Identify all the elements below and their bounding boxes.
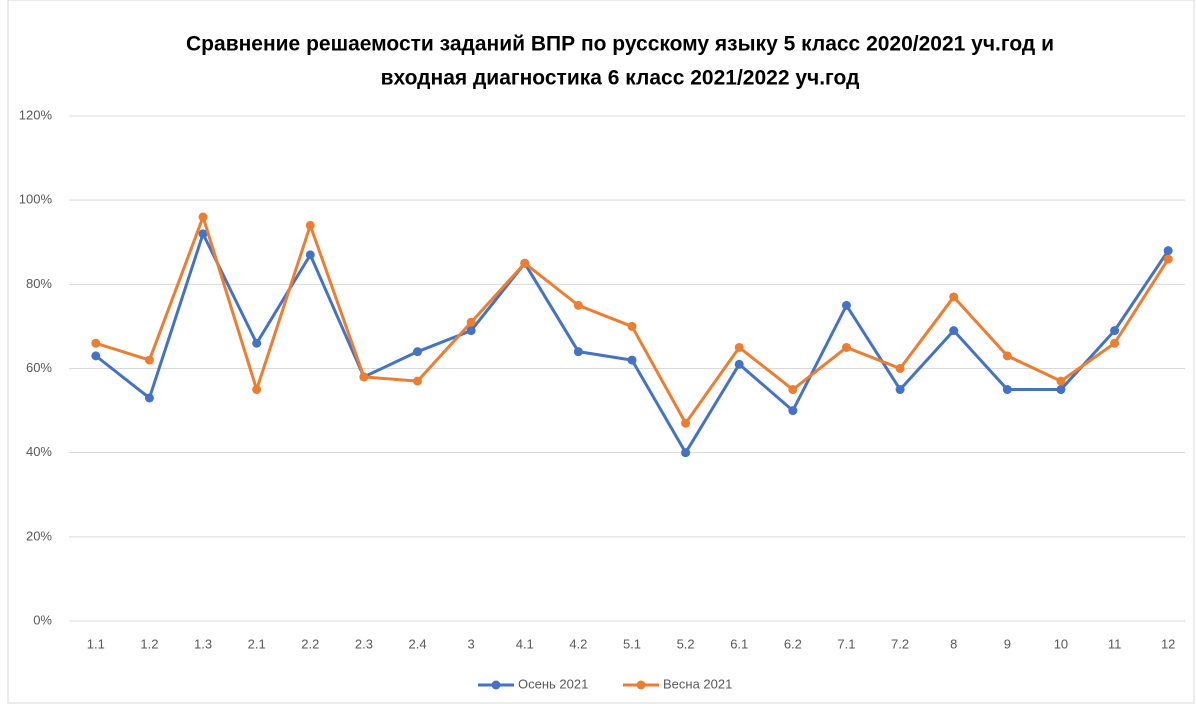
y-tick-label: 60% (26, 360, 52, 375)
x-tick-label: 4.2 (569, 636, 587, 651)
x-tick-label: 1.1 (87, 636, 105, 651)
x-tick-label: 6.1 (730, 636, 748, 651)
data-point (1110, 326, 1120, 336)
y-tick-label: 0% (33, 612, 52, 627)
data-point (1056, 385, 1066, 395)
data-point (681, 418, 691, 428)
x-tick-label: 11 (1108, 636, 1122, 651)
data-point (627, 355, 637, 365)
data-point (895, 385, 905, 395)
data-point (734, 342, 744, 352)
data-point (520, 258, 530, 268)
data-point (841, 342, 851, 352)
data-point (198, 229, 208, 239)
y-tick-label: 40% (26, 444, 52, 459)
data-point (627, 321, 637, 331)
x-tick-label: 2.3 (355, 636, 373, 651)
data-point (252, 385, 262, 395)
data-point (895, 364, 905, 373)
data-point (788, 406, 798, 416)
x-tick-label: 7.1 (837, 636, 855, 651)
data-point (681, 448, 691, 458)
y-tick-label: 100% (19, 192, 53, 207)
legend-marker (636, 680, 646, 690)
y-tick-label: 120% (19, 107, 53, 122)
data-point (305, 220, 315, 230)
data-point (198, 212, 208, 222)
x-tick-label: 5.2 (677, 636, 695, 651)
chart-frame (7, 0, 1195, 704)
data-point (91, 338, 101, 348)
x-tick-label: 2.4 (408, 636, 426, 651)
data-point (1163, 254, 1173, 264)
data-point (1163, 246, 1173, 256)
data-point (1110, 338, 1120, 348)
x-tick-label: 12 (1161, 636, 1175, 651)
data-point (1002, 385, 1012, 395)
y-tick-label: 20% (26, 528, 52, 543)
x-tick-label: 5.1 (623, 636, 641, 651)
data-point (841, 300, 851, 310)
x-tick-label: 3 (468, 636, 475, 651)
legend-label: Осень 2021 (518, 676, 588, 691)
data-point (573, 300, 583, 310)
data-point (573, 347, 583, 357)
data-point (788, 385, 798, 395)
x-tick-label: 1.3 (194, 636, 212, 651)
x-tick-label: 9 (1004, 636, 1011, 651)
x-tick-label: 7.2 (891, 636, 909, 651)
x-tick-label: 6.2 (784, 636, 802, 651)
data-point (91, 351, 101, 361)
x-tick-label: 4.1 (516, 636, 534, 651)
chart-title: входная диагностика 6 класс 2021/2022 уч… (381, 67, 860, 90)
data-point (949, 326, 959, 336)
data-point (413, 376, 423, 386)
x-tick-label: 10 (1054, 636, 1068, 651)
data-point (252, 338, 262, 348)
data-point (413, 347, 423, 357)
data-point (466, 317, 476, 327)
data-point (734, 359, 744, 369)
data-point (949, 292, 959, 302)
legend-label: Весна 2021 (663, 676, 732, 691)
legend-marker (491, 680, 501, 690)
data-point (144, 355, 154, 365)
y-tick-label: 80% (26, 276, 52, 291)
data-point (144, 393, 154, 403)
x-tick-label: 2.1 (248, 636, 266, 651)
x-tick-label: 8 (950, 636, 957, 651)
data-point (466, 326, 476, 336)
x-tick-label: 1.2 (140, 636, 158, 651)
data-point (359, 372, 369, 382)
chart-title: Сравнение решаемости заданий ВПР по русс… (186, 33, 1054, 56)
data-point (1056, 376, 1066, 386)
data-point (305, 250, 315, 260)
data-point (1002, 351, 1012, 361)
x-tick-label: 2.2 (301, 636, 319, 651)
